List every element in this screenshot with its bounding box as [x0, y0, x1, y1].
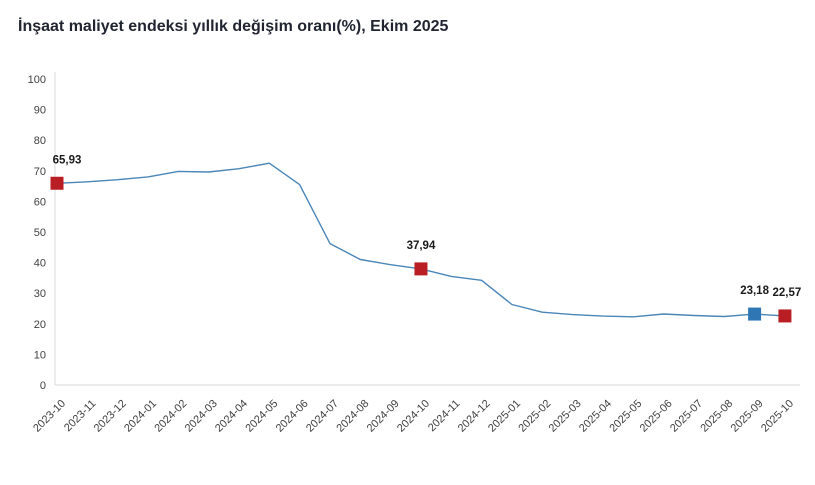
x-axis-tick-label: 2023-10 — [31, 398, 68, 435]
x-axis-tick-label: 2025-10 — [759, 398, 796, 435]
x-axis-tick-label: 2024-12 — [456, 398, 493, 435]
y-axis-tick-label: 70 — [34, 166, 46, 178]
x-axis-tick-label: 2025-08 — [698, 398, 735, 435]
y-axis-tick-label: 100 — [28, 74, 46, 86]
data-point-label-2025-10: 22,57 — [773, 287, 802, 299]
x-axis-tick-label: 2025-09 — [729, 398, 766, 435]
x-axis-tick-label: 2025-03 — [547, 398, 584, 435]
x-axis-tick-label: 2025-07 — [668, 398, 705, 435]
x-axis-tick-label: 2025-04 — [577, 398, 614, 435]
x-axis-tick-label: 2024-08 — [334, 398, 371, 435]
x-axis-tick-label: 2024-03 — [183, 398, 220, 435]
data-point-marker-2024-10 — [414, 262, 428, 276]
x-axis-tick-label: 2024-06 — [274, 398, 311, 435]
x-axis-tick-label: 2024-10 — [395, 398, 432, 435]
y-axis-tick-label: 20 — [34, 319, 46, 331]
data-point-label-2023-10: 65,93 — [53, 154, 82, 166]
y-axis-tick-label: 0 — [40, 380, 46, 392]
y-axis-tick-label: 50 — [34, 227, 46, 239]
x-axis-tick-label: 2024-02 — [152, 398, 189, 435]
y-axis-tick-label: 40 — [34, 258, 46, 270]
data-point-label-2025-09: 23,18 — [740, 285, 769, 297]
x-axis-tick-label: 2024-01 — [122, 398, 159, 435]
data-point-marker-2023-10 — [50, 176, 64, 190]
data-point-marker-2025-10 — [778, 309, 792, 323]
x-axis-tick-label: 2025-05 — [607, 398, 644, 435]
x-axis-tick-label: 2024-05 — [243, 398, 280, 435]
x-axis-tick-label: 2025-01 — [486, 398, 523, 435]
x-axis-tick-label: 2025-02 — [516, 398, 553, 435]
y-axis-tick-label: 90 — [34, 105, 46, 117]
x-axis-tick-label: 2025-06 — [638, 398, 675, 435]
y-axis-tick-label: 30 — [34, 288, 46, 300]
x-axis-tick-label: 2024-07 — [304, 398, 341, 435]
y-axis-tick-label: 80 — [34, 135, 46, 147]
chart-title: İnşaat maliyet endeksi yıllık değişim or… — [18, 18, 449, 35]
y-axis-tick-label: 60 — [34, 196, 46, 208]
data-point-label-2024-10: 37,94 — [407, 240, 436, 252]
data-point-marker-2025-09 — [748, 307, 762, 321]
x-axis-tick-label: 2024-04 — [213, 398, 250, 435]
y-axis-tick-label: 10 — [34, 349, 46, 361]
x-axis-tick-label: 2024-09 — [365, 398, 402, 435]
x-axis-tick-label: 2023-12 — [92, 398, 129, 435]
